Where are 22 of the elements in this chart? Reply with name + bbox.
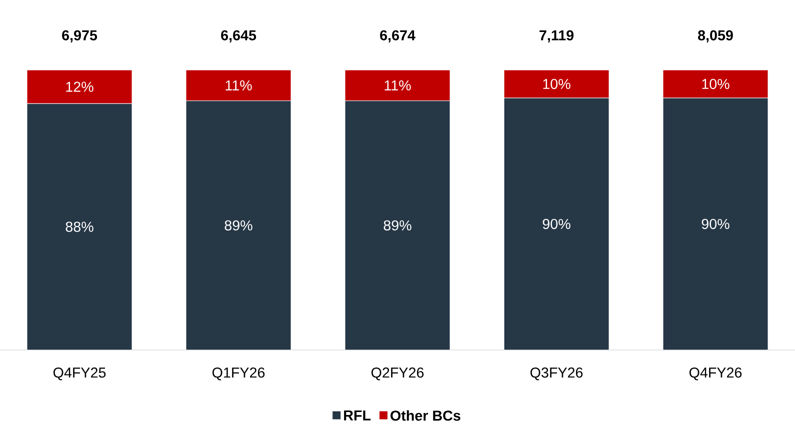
data-label: 90% bbox=[702, 218, 730, 230]
annotation: 8,059 bbox=[698, 30, 733, 42]
data-label: 11% bbox=[226, 80, 252, 90]
data-label: 88% bbox=[66, 222, 94, 232]
data-label: 11% bbox=[384, 80, 411, 90]
annotation: 7,119 bbox=[540, 30, 574, 42]
legend-label: Other BCs bbox=[390, 410, 460, 421]
data-label: 89% bbox=[224, 220, 252, 230]
data-label: 12% bbox=[66, 82, 94, 92]
data-label: 10% bbox=[543, 78, 570, 90]
x-tick-label: Q3FY26 bbox=[530, 368, 583, 380]
data-label: 90% bbox=[542, 218, 570, 230]
annotation: 6,975 bbox=[62, 30, 98, 42]
annotation: 6,645 bbox=[221, 30, 256, 42]
annotation: 6,674 bbox=[380, 30, 416, 42]
x-tick-label: Q4FY25 bbox=[53, 368, 106, 380]
data-label: 89% bbox=[384, 220, 412, 230]
legend-label: RFL bbox=[344, 410, 371, 420]
data-label: 10% bbox=[702, 78, 730, 90]
x-tick-label: Q1FY26 bbox=[212, 368, 265, 380]
x-tick-label: Q2FY26 bbox=[371, 368, 424, 380]
x-tick-label: Q4FY26 bbox=[689, 368, 742, 380]
